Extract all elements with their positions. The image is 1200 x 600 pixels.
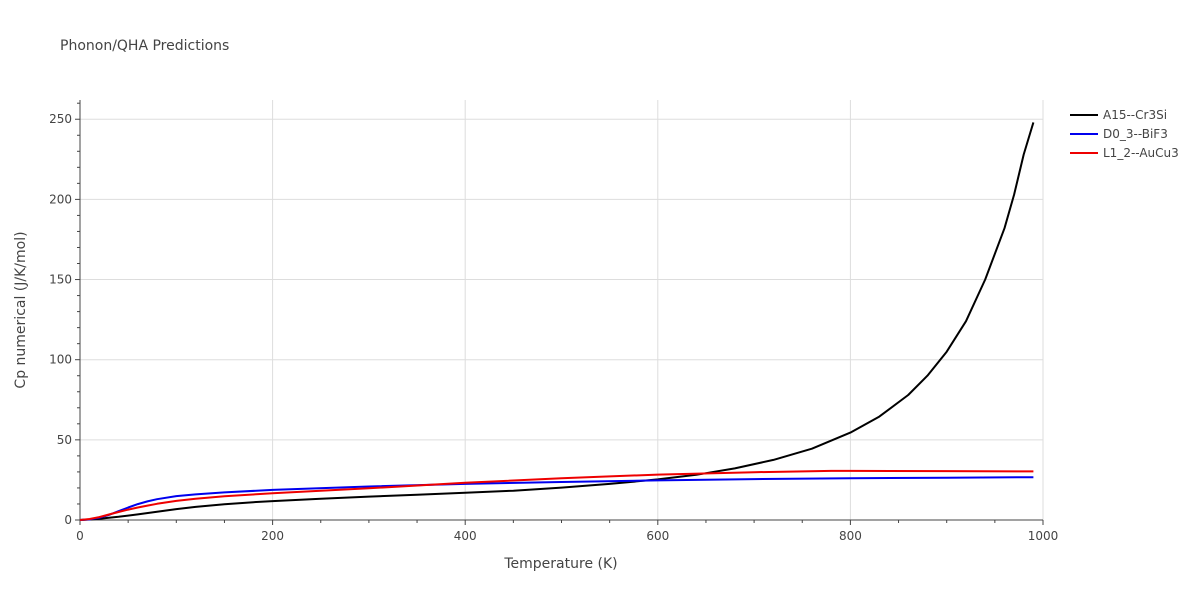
series-line-2 — [79, 469, 1034, 521]
legend[interactable]: A15--Cr3Si D0_3--BiF3 L1_2--AuCu3 — [1070, 108, 1179, 160]
legend-label-1[interactable]: D0_3--BiF3 — [1103, 127, 1168, 141]
y-tick-label: 250 — [49, 112, 72, 126]
y-tick-label: 50 — [57, 433, 72, 447]
series-line-1 — [79, 476, 1034, 521]
y-tick-label: 0 — [64, 513, 72, 527]
series-line-0 — [79, 122, 1035, 521]
x-tick-label: 200 — [261, 529, 284, 543]
chart-title: Phonon/QHA Predictions — [60, 38, 229, 54]
ticks: 0 200 400 600 800 1000 0 50 100 150 200 250 — [49, 112, 1058, 543]
legend-label-0[interactable]: A15--Cr3Si — [1103, 108, 1167, 122]
axes — [75, 100, 1044, 525]
x-tick-label: 1000 — [1028, 529, 1059, 543]
x-tick-label: 600 — [646, 529, 669, 543]
legend-label-2[interactable]: L1_2--AuCu3 — [1103, 146, 1179, 160]
x-tick-label: 0 — [76, 529, 84, 543]
y-axis-title: Cp numerical (J/K/mol) — [13, 231, 29, 388]
grid — [80, 100, 1044, 520]
x-tick-label: 400 — [454, 529, 477, 543]
x-tick-label: 800 — [839, 529, 862, 543]
y-tick-label: 150 — [49, 273, 72, 287]
y-tick-label: 100 — [49, 353, 72, 367]
x-axis-title: Temperature (K) — [503, 556, 617, 572]
series-layer — [79, 122, 1035, 521]
y-tick-label: 200 — [49, 192, 72, 206]
